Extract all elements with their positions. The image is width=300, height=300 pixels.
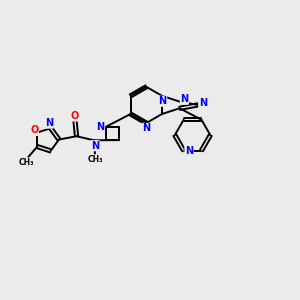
Text: CH₃: CH₃: [19, 158, 34, 167]
Text: N: N: [158, 96, 167, 106]
Text: N: N: [91, 141, 99, 151]
Text: O: O: [30, 125, 38, 135]
Text: N: N: [180, 94, 188, 104]
Text: N: N: [185, 146, 193, 155]
Text: N: N: [45, 118, 53, 128]
Text: O: O: [71, 111, 79, 121]
Text: N: N: [199, 98, 207, 108]
Text: N: N: [96, 122, 105, 132]
Text: N: N: [142, 123, 150, 134]
Text: CH₃: CH₃: [87, 155, 103, 164]
